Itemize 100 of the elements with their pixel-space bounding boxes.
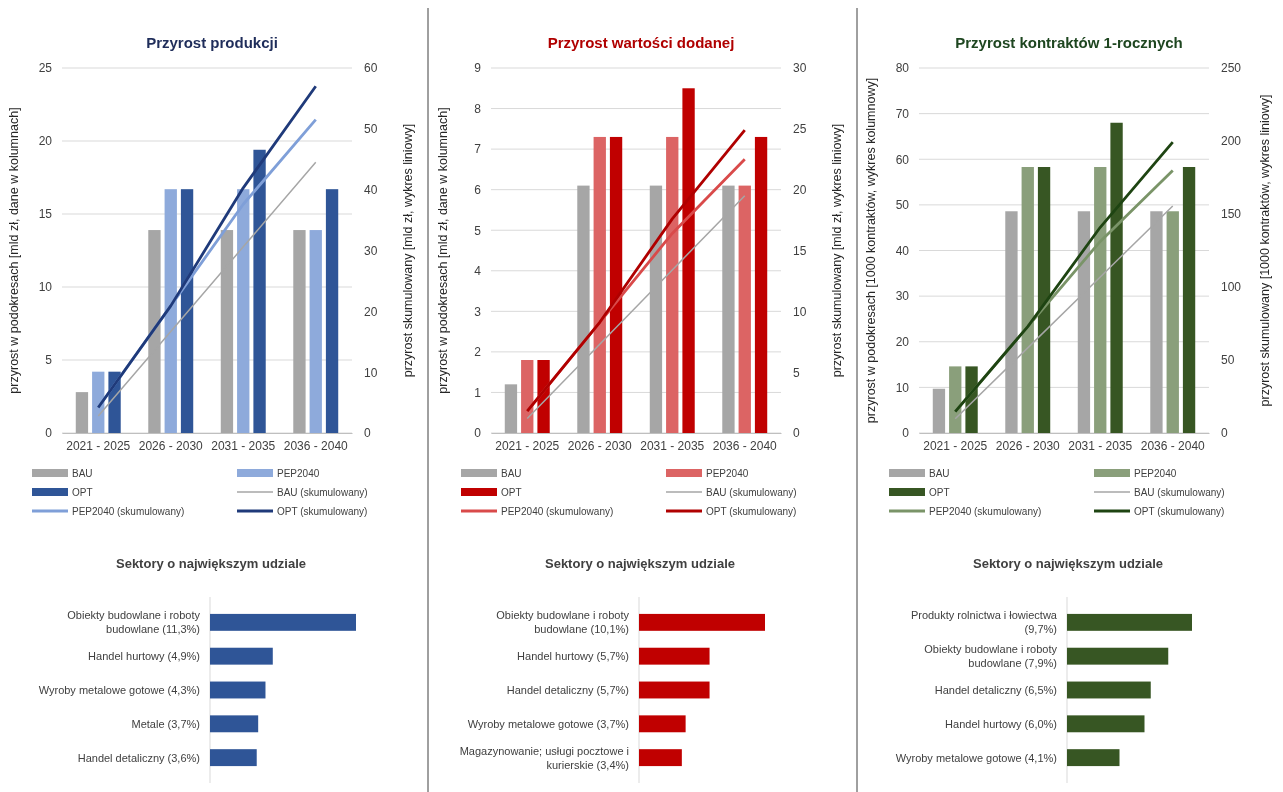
legend-label: PEP2040: [1134, 468, 1177, 479]
y2-tick-label: 60: [364, 61, 378, 76]
bar: [537, 360, 550, 433]
chart-title: Przyrost wartości dodanej: [547, 34, 735, 51]
bar: [1067, 613, 1192, 631]
y-tick-label: Wyroby metalowe gotowe (4,1%): [895, 751, 1057, 764]
y-tick-label: Obiekty budowlane i roboty budowlane (7,9%): [924, 643, 1058, 670]
y2-tick-label: 100: [1221, 280, 1242, 295]
legend-label: PEP2040 (skumulowany): [72, 506, 185, 517]
bar: [75, 392, 89, 433]
y2-tick-label: 20: [364, 304, 378, 319]
bar: [180, 189, 194, 433]
y-tick-label: 1: [474, 385, 482, 400]
y-tick-label: 60: [895, 152, 910, 167]
y-tick-label: Handel detaliczny (5,7%): [506, 684, 629, 696]
y2-tick-label: 50: [364, 122, 378, 137]
bar: [1067, 681, 1151, 699]
legend-label: BAU: [929, 468, 950, 479]
y2-tick-label: 15: [793, 243, 807, 258]
y2-tick-label: 250: [1221, 61, 1242, 76]
legend-label: PEP2040 (skumulowany): [929, 506, 1042, 517]
y-tick-label: 0: [474, 426, 482, 441]
y-tick-label: 5: [45, 353, 53, 368]
y-tick-label: 40: [895, 243, 910, 258]
bar: [210, 647, 273, 665]
y-axis-title: przyrost w podokresach [1000 kontraktów, wykres kolumnowy]: [864, 77, 878, 424]
bar: [210, 749, 257, 767]
y2-tick-label: 40: [364, 183, 378, 198]
y-tick-label: 8: [474, 101, 482, 116]
bar: [92, 371, 105, 433]
y-tick-label: 30: [895, 289, 910, 304]
y2-tick-label: 10: [793, 304, 807, 319]
bar: [521, 360, 534, 433]
legend-label: PEP2040: [706, 468, 749, 479]
y-tick-label: Magazynowanie; usługi pocztowe i kurierskie (3,4%): [459, 744, 629, 771]
x-tick-label: 2031 - 2035: [211, 438, 276, 453]
legend-label: BAU (skumulowany): [277, 487, 368, 498]
y-tick-label: 0: [902, 426, 910, 441]
legend-label: BAU (skumulowany): [1134, 487, 1225, 498]
y-tick-label: Wyroby metalowe gotowe (4,3%): [38, 684, 200, 696]
y-tick-label: 9: [474, 61, 482, 76]
legend-label: OPT: [501, 487, 522, 498]
y-axis-title: przyrost w podokresach [mld zł, dane w kolumnach]: [436, 107, 450, 394]
y2-tick-label: 30: [364, 243, 378, 258]
bar: [210, 715, 259, 733]
x-tick-label: 2031 - 2035: [1068, 438, 1133, 453]
bar: [639, 647, 710, 665]
y-tick-label: 10: [38, 280, 53, 295]
y2-axis-title: przyrost skumulowany [1000 kontraktów, wykres liniowy]: [1258, 94, 1272, 407]
y-tick-label: Wyroby metalowe gotowe (3,7%): [467, 717, 629, 730]
y-tick-label: Obiekty budowlane i roboty budowlane (10,1%): [496, 609, 630, 636]
y-tick-label: 6: [474, 183, 482, 198]
bar: [237, 189, 250, 433]
y-tick-label: Handel hurtowy (4,9%): [88, 650, 200, 663]
y2-tick-label: 200: [1221, 134, 1242, 149]
y2-axis-title: przyrost skumulowany [mld zł, wykres liniowy]: [401, 123, 415, 378]
bar: [949, 366, 962, 433]
y-tick-label: Metale (3,7%): [131, 717, 200, 730]
x-tick-label: 2026 - 2030: [567, 438, 633, 453]
y-tick-label: 4: [474, 264, 482, 279]
bar: [164, 189, 177, 433]
bar: [1182, 167, 1196, 433]
legend-label: OPT (skumulowany): [277, 506, 368, 517]
y2-tick-label: 150: [1221, 207, 1242, 222]
legend-label: BAU: [501, 468, 522, 479]
y-tick-label: 20: [895, 335, 910, 350]
y-tick-label: 20: [38, 134, 53, 149]
bar: [682, 88, 695, 433]
bar: [666, 136, 679, 433]
y2-tick-label: 50: [1221, 353, 1235, 368]
y-tick-label: 15: [38, 207, 53, 222]
y-axis-title: przyrost w podokresach [mld zł, dane w kolumnach]: [7, 107, 21, 394]
bar: [1067, 749, 1120, 767]
bar: [639, 613, 765, 631]
x-tick-label: 2021 - 2025: [923, 438, 988, 453]
x-tick-label: 2036 - 2040: [712, 438, 778, 453]
x-tick-label: 2021 - 2025: [66, 438, 131, 453]
legend-label: OPT (skumulowany): [1134, 506, 1225, 517]
chart-title: Przyrost kontraktów 1-rocznych: [955, 34, 1183, 51]
y-tick-label: 2: [474, 345, 482, 360]
y2-tick-label: 0: [1221, 426, 1228, 441]
y-tick-label: 50: [895, 198, 910, 213]
y-tick-label: 3: [474, 304, 482, 319]
legend-label: OPT: [72, 487, 93, 498]
y-tick-label: 10: [895, 380, 910, 395]
bar: [309, 230, 322, 433]
y-tick-label: 7: [474, 142, 482, 157]
x-tick-label: 2026 - 2030: [995, 438, 1061, 453]
legend-label: BAU (skumulowany): [706, 487, 797, 498]
bar: [609, 136, 623, 433]
bar: [504, 384, 518, 433]
y-tick-label: 5: [474, 223, 482, 238]
y2-axis-title: przyrost skumulowany [mld zł, wykres liniowy]: [830, 123, 844, 378]
y-tick-label: Produkty rolnictwa i łowiectwa (9,7%): [910, 609, 1058, 636]
bar: [1094, 167, 1107, 433]
y2-tick-label: 10: [364, 365, 378, 380]
bar: [1166, 211, 1179, 433]
bar: [754, 136, 768, 433]
bar: [639, 681, 710, 699]
bar: [293, 230, 306, 433]
